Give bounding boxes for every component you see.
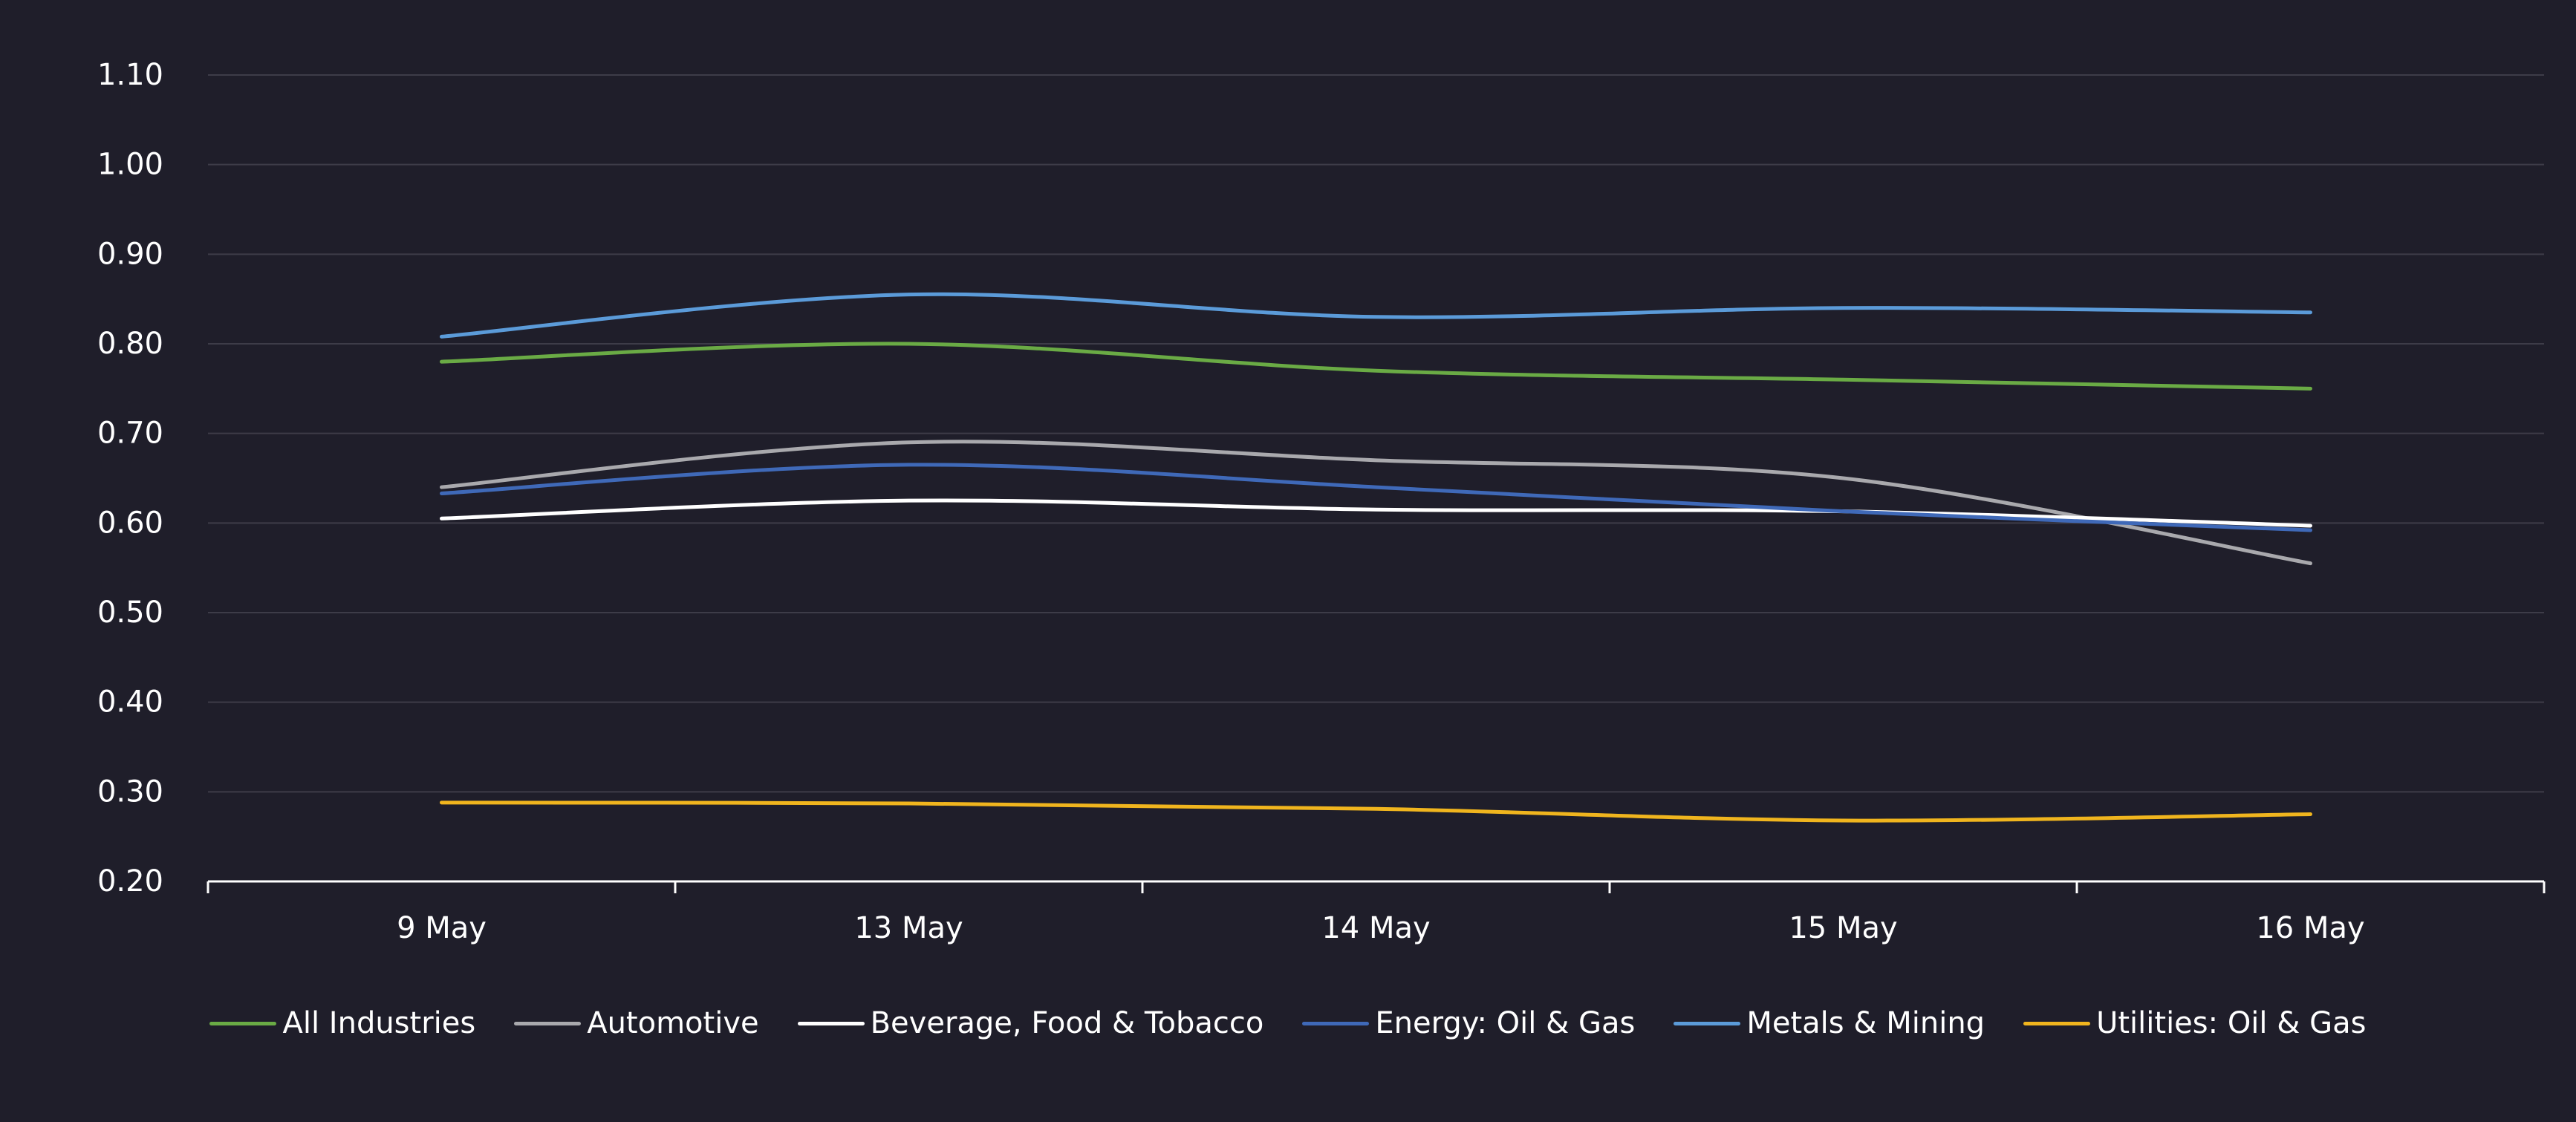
x-axis-tick-labels: 9 May 13 May 14 May 15 May 16 May: [397, 911, 2365, 945]
series-line-utilities-oil-gas: [440, 800, 2312, 823]
y-tick-label: 0.30: [97, 774, 163, 809]
legend: All Industries Automotive Beverage, Food &…: [0, 1006, 2576, 1040]
y-tick-label: 0.50: [97, 596, 163, 630]
y-tick-label: 1.10: [97, 58, 163, 92]
legend-item-metals-mining[interactable]: Metals & Mining: [1674, 1006, 1985, 1040]
y-tick-label: 0.20: [97, 864, 163, 898]
legend-item-beverage-food-tobacco[interactable]: Beverage, Food & Tobacco: [797, 1006, 1264, 1040]
legend-label: Utilities: Oil & Gas: [2096, 1006, 2367, 1040]
legend-item-automotive[interactable]: Automotive: [514, 1006, 759, 1040]
legend-swatch: [797, 1021, 865, 1025]
x-tick-label: 13 May: [854, 911, 963, 945]
x-tick-label: 16 May: [2256, 911, 2364, 945]
legend-label: Automotive: [587, 1006, 759, 1040]
series-line-metals-mining: [440, 292, 2312, 339]
series-line-beverage-food-tobacco: [440, 498, 2312, 528]
legend-label: Metals & Mining: [1746, 1006, 1985, 1040]
gridlines: [208, 74, 2544, 793]
legend-swatch: [514, 1021, 582, 1025]
legend-item-energy-oil-gas[interactable]: Energy: Oil & Gas: [1302, 1006, 1635, 1040]
series-line-automotive: [440, 440, 2312, 566]
series-line-energy-oil-gas: [440, 463, 2312, 532]
x-axis: [206, 880, 2546, 893]
y-tick-label: 0.70: [97, 417, 163, 451]
y-tick-label: 0.40: [97, 685, 163, 720]
legend-swatch: [1302, 1021, 1370, 1025]
legend-swatch: [209, 1021, 277, 1025]
y-tick-label: 0.60: [97, 506, 163, 540]
legend-label: Energy: Oil & Gas: [1375, 1006, 1636, 1040]
x-tick-label: 15 May: [1789, 911, 1897, 945]
legend-item-all-industries[interactable]: All Industries: [209, 1006, 475, 1040]
legend-item-utilities-oil-gas[interactable]: Utilities: Oil & Gas: [2023, 1006, 2367, 1040]
series-lines: [440, 292, 2312, 823]
y-axis-tick-labels: 0.20 0.30 0.40 0.50 0.60 0.70 0.80 0.90 1.00 1.10: [97, 58, 163, 898]
legend-label: Beverage, Food & Tobacco: [870, 1006, 1264, 1040]
y-tick-label: 0.80: [97, 327, 163, 361]
y-tick-label: 0.90: [97, 237, 163, 271]
legend-label: All Industries: [282, 1006, 476, 1040]
y-tick-label: 1.00: [97, 148, 163, 182]
legend-swatch: [1674, 1021, 1741, 1025]
legend-swatch: [2023, 1021, 2091, 1025]
series-line-all-industries: [440, 342, 2312, 391]
x-tick-label: 9 May: [397, 911, 487, 945]
x-tick-label: 14 May: [1321, 911, 1430, 945]
